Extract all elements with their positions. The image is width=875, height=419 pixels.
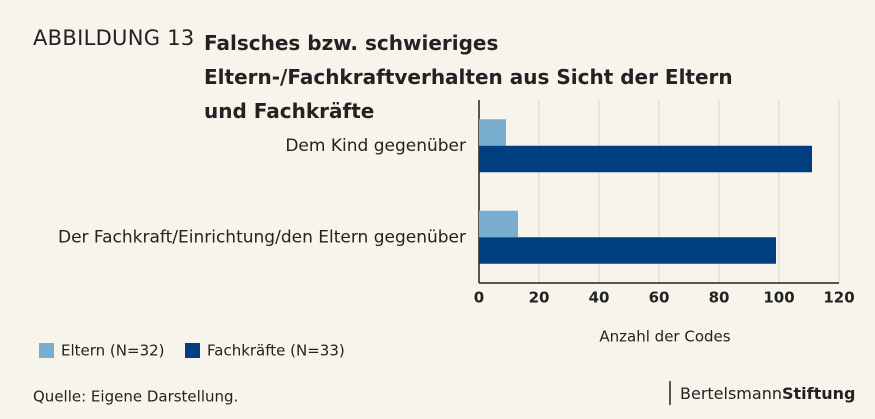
x-tick-label: 40 <box>589 289 610 307</box>
brand-part: Bertelsmann <box>680 384 782 403</box>
legend-label: Eltern (N=32) <box>61 342 165 360</box>
x-tick-label: 100 <box>763 289 794 307</box>
bar <box>479 145 812 173</box>
legend-swatch <box>39 343 54 358</box>
x-tick-label: 120 <box>823 289 854 307</box>
chart-title: Falsches bzw. schwieriges Eltern-/Fachkr… <box>204 31 733 123</box>
source: Quelle: Eigene Darstellung. <box>33 388 238 406</box>
legend-swatch <box>185 343 200 358</box>
y-tick-label: Dem Kind gegenüber <box>285 136 466 156</box>
bar <box>479 210 518 238</box>
y-tick-label: Der Fachkraft/Einrichtung/den Eltern geg… <box>58 227 466 247</box>
figure-label: ABBILDUNG 13 <box>33 26 195 50</box>
x-tick-label: 20 <box>529 289 550 307</box>
x-tick-label: 80 <box>709 289 730 307</box>
x-tick-label: 60 <box>649 289 670 307</box>
brand-logo: BertelsmannStiftung <box>680 384 855 403</box>
legend-label: Fachkräfte (N=33) <box>207 342 345 360</box>
brand-part: Stiftung <box>782 384 856 403</box>
bar <box>479 237 776 264</box>
bar <box>479 119 506 146</box>
x-axis-label: Anzahl der Codes <box>599 328 730 346</box>
x-tick-label: 0 <box>474 289 484 307</box>
